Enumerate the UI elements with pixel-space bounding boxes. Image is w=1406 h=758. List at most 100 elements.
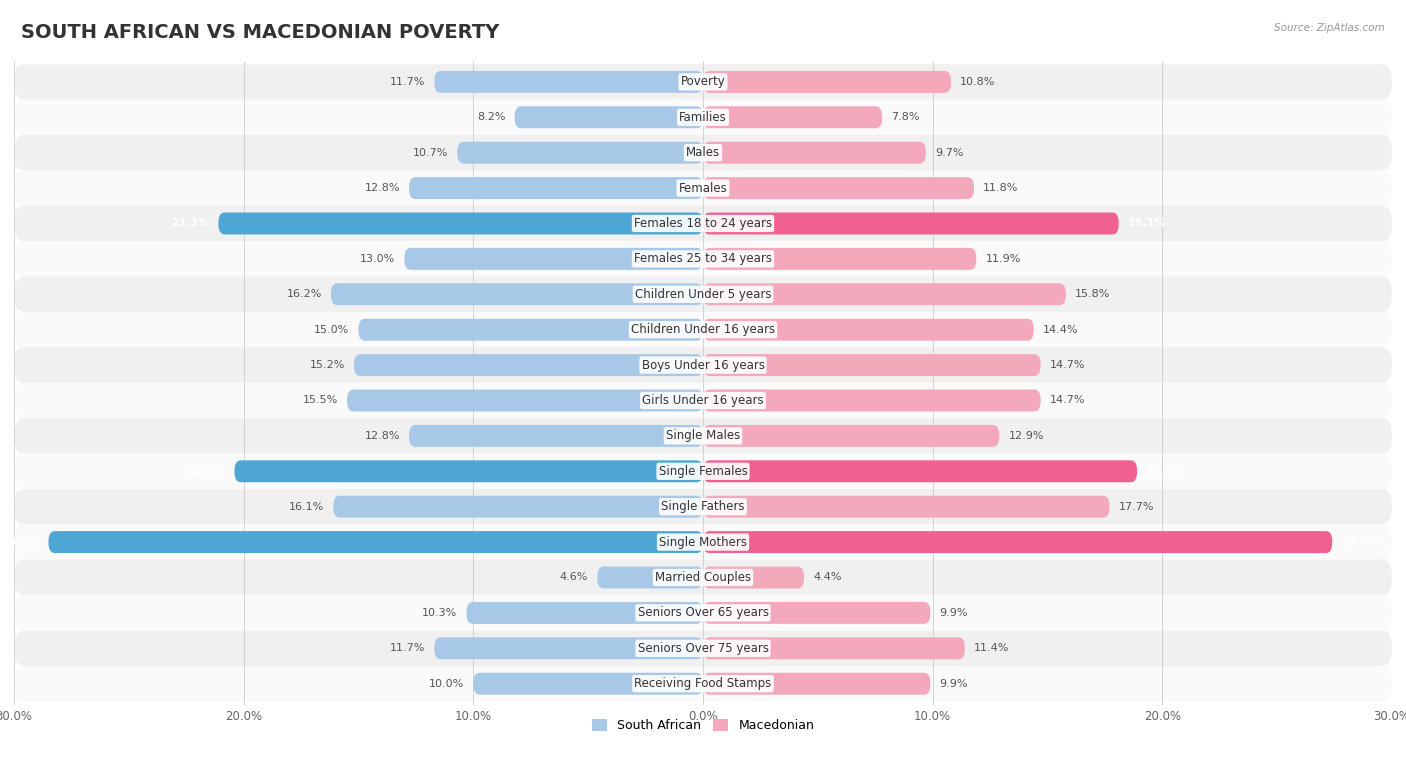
Text: 12.8%: 12.8%: [364, 431, 399, 441]
Text: 8.2%: 8.2%: [477, 112, 506, 122]
Text: Seniors Over 75 years: Seniors Over 75 years: [637, 642, 769, 655]
Text: Girls Under 16 years: Girls Under 16 years: [643, 394, 763, 407]
FancyBboxPatch shape: [14, 453, 1392, 489]
FancyBboxPatch shape: [14, 312, 1392, 347]
FancyBboxPatch shape: [703, 531, 1333, 553]
FancyBboxPatch shape: [703, 460, 1137, 482]
Text: 18.1%: 18.1%: [1128, 218, 1167, 228]
FancyBboxPatch shape: [405, 248, 703, 270]
Text: 15.2%: 15.2%: [309, 360, 344, 370]
Text: 27.4%: 27.4%: [1341, 537, 1381, 547]
FancyBboxPatch shape: [235, 460, 703, 482]
FancyBboxPatch shape: [14, 277, 1392, 312]
Text: 17.7%: 17.7%: [1119, 502, 1154, 512]
Text: 7.8%: 7.8%: [891, 112, 920, 122]
FancyBboxPatch shape: [434, 71, 703, 93]
Text: Boys Under 16 years: Boys Under 16 years: [641, 359, 765, 371]
FancyBboxPatch shape: [474, 673, 703, 694]
FancyBboxPatch shape: [14, 666, 1392, 701]
Text: 11.8%: 11.8%: [983, 183, 1018, 193]
Text: 14.7%: 14.7%: [1050, 396, 1085, 406]
FancyBboxPatch shape: [347, 390, 703, 412]
Text: Single Males: Single Males: [666, 429, 740, 443]
Text: 10.3%: 10.3%: [422, 608, 457, 618]
FancyBboxPatch shape: [14, 560, 1392, 595]
FancyBboxPatch shape: [14, 205, 1392, 241]
Text: Males: Males: [686, 146, 720, 159]
Text: Single Fathers: Single Fathers: [661, 500, 745, 513]
Text: Families: Families: [679, 111, 727, 124]
Text: Married Couples: Married Couples: [655, 571, 751, 584]
Text: 11.9%: 11.9%: [986, 254, 1021, 264]
Text: 13.0%: 13.0%: [360, 254, 395, 264]
FancyBboxPatch shape: [14, 631, 1392, 666]
FancyBboxPatch shape: [703, 71, 950, 93]
Text: 9.7%: 9.7%: [935, 148, 963, 158]
FancyBboxPatch shape: [703, 602, 931, 624]
Text: 10.8%: 10.8%: [960, 77, 995, 87]
FancyBboxPatch shape: [703, 354, 1040, 376]
FancyBboxPatch shape: [14, 525, 1392, 560]
Text: 21.1%: 21.1%: [170, 218, 209, 228]
FancyBboxPatch shape: [14, 135, 1392, 171]
Text: 12.9%: 12.9%: [1008, 431, 1043, 441]
Text: 14.7%: 14.7%: [1050, 360, 1085, 370]
Text: Single Mothers: Single Mothers: [659, 536, 747, 549]
Text: Children Under 5 years: Children Under 5 years: [634, 288, 772, 301]
Text: 4.6%: 4.6%: [560, 572, 588, 582]
Text: 11.7%: 11.7%: [389, 644, 425, 653]
FancyBboxPatch shape: [330, 283, 703, 305]
Text: Females: Females: [679, 182, 727, 195]
FancyBboxPatch shape: [515, 106, 703, 128]
Text: 15.8%: 15.8%: [1076, 290, 1111, 299]
FancyBboxPatch shape: [703, 177, 974, 199]
Text: Females 18 to 24 years: Females 18 to 24 years: [634, 217, 772, 230]
Text: 4.4%: 4.4%: [813, 572, 842, 582]
Text: Children Under 16 years: Children Under 16 years: [631, 323, 775, 337]
FancyBboxPatch shape: [48, 531, 703, 553]
FancyBboxPatch shape: [14, 171, 1392, 205]
FancyBboxPatch shape: [703, 248, 976, 270]
FancyBboxPatch shape: [14, 418, 1392, 453]
Text: 12.8%: 12.8%: [364, 183, 399, 193]
FancyBboxPatch shape: [14, 99, 1392, 135]
FancyBboxPatch shape: [703, 106, 882, 128]
Text: 16.2%: 16.2%: [287, 290, 322, 299]
Text: Receiving Food Stamps: Receiving Food Stamps: [634, 677, 772, 691]
Text: Poverty: Poverty: [681, 75, 725, 89]
FancyBboxPatch shape: [359, 318, 703, 340]
FancyBboxPatch shape: [457, 142, 703, 164]
FancyBboxPatch shape: [703, 212, 1119, 234]
FancyBboxPatch shape: [409, 177, 703, 199]
FancyBboxPatch shape: [703, 566, 804, 588]
FancyBboxPatch shape: [703, 318, 1033, 340]
FancyBboxPatch shape: [354, 354, 703, 376]
Text: 10.0%: 10.0%: [429, 678, 464, 689]
FancyBboxPatch shape: [703, 637, 965, 659]
Text: 15.0%: 15.0%: [314, 324, 349, 335]
FancyBboxPatch shape: [703, 496, 1109, 518]
FancyBboxPatch shape: [703, 283, 1066, 305]
FancyBboxPatch shape: [703, 425, 1000, 447]
Text: Single Females: Single Females: [658, 465, 748, 478]
Text: 14.4%: 14.4%: [1043, 324, 1078, 335]
Text: Females 25 to 34 years: Females 25 to 34 years: [634, 252, 772, 265]
FancyBboxPatch shape: [598, 566, 703, 588]
FancyBboxPatch shape: [14, 64, 1392, 99]
FancyBboxPatch shape: [703, 390, 1040, 412]
Text: 18.9%: 18.9%: [1146, 466, 1185, 476]
FancyBboxPatch shape: [14, 241, 1392, 277]
Text: 10.7%: 10.7%: [413, 148, 449, 158]
FancyBboxPatch shape: [409, 425, 703, 447]
Text: Seniors Over 65 years: Seniors Over 65 years: [637, 606, 769, 619]
Text: 20.4%: 20.4%: [187, 466, 225, 476]
Text: 16.1%: 16.1%: [288, 502, 323, 512]
FancyBboxPatch shape: [333, 496, 703, 518]
Text: 9.9%: 9.9%: [939, 608, 969, 618]
FancyBboxPatch shape: [703, 673, 931, 694]
Text: 11.4%: 11.4%: [974, 644, 1010, 653]
FancyBboxPatch shape: [14, 383, 1392, 418]
Text: 28.5%: 28.5%: [1, 537, 39, 547]
FancyBboxPatch shape: [14, 595, 1392, 631]
FancyBboxPatch shape: [14, 347, 1392, 383]
